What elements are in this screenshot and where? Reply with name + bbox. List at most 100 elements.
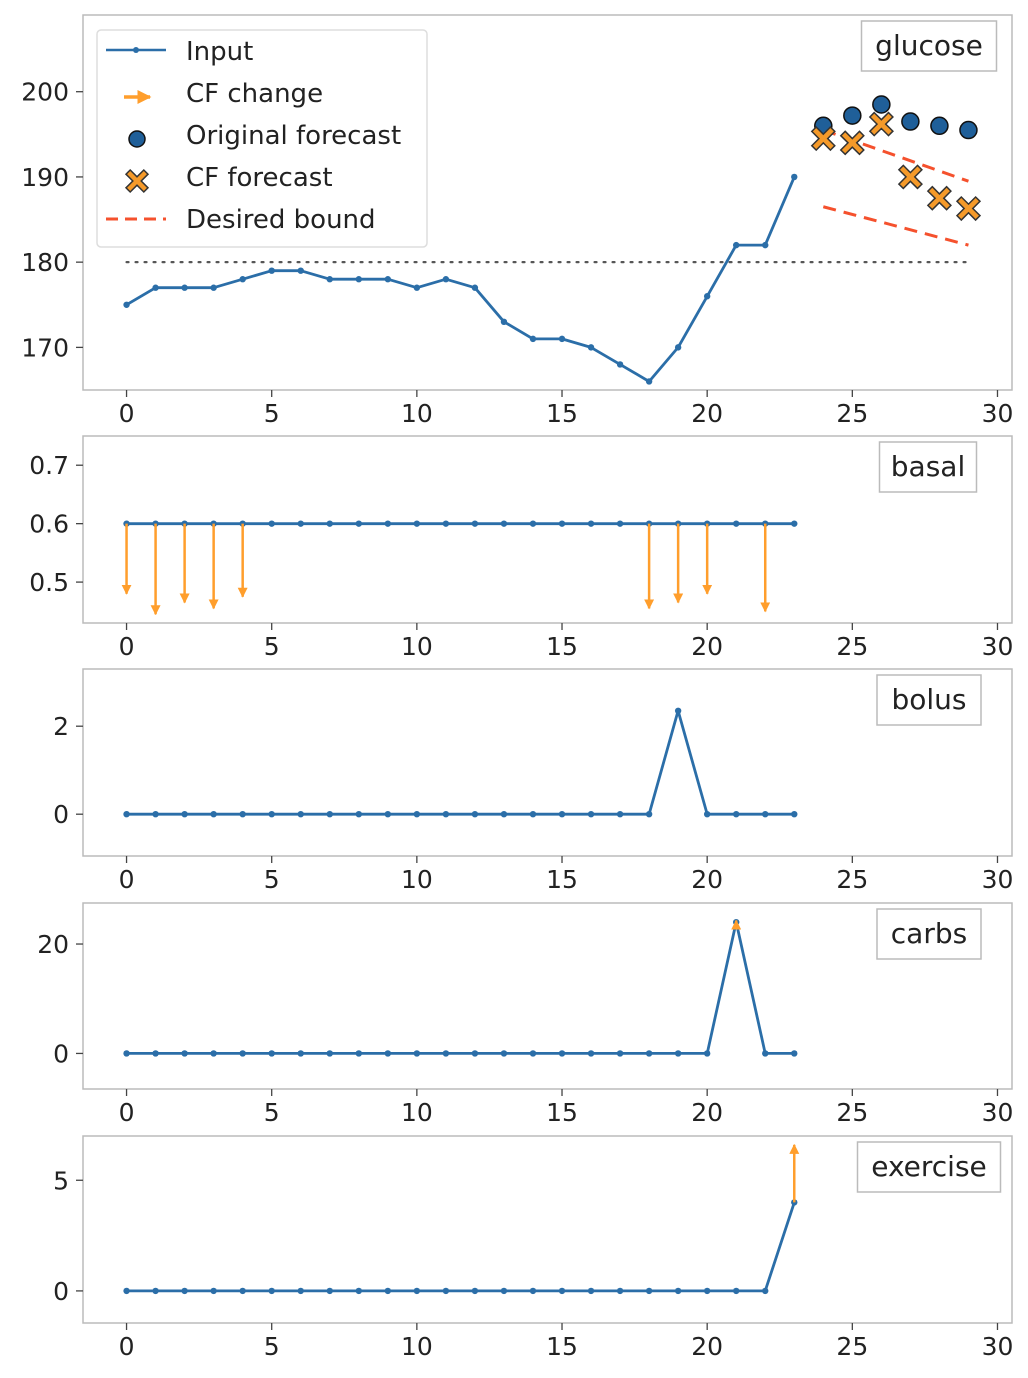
input-point xyxy=(791,173,798,181)
cf-forecast-point xyxy=(955,195,982,222)
panel-name-box xyxy=(876,674,982,726)
x-tick-label: 25 xyxy=(836,632,868,661)
input-point xyxy=(587,1287,595,1295)
x-tick-label: 30 xyxy=(982,632,1014,661)
panel-bolus: 0 5 10 15 20 25 30 0 2 bolus xyxy=(53,668,1014,894)
legend-entry-cf-change: CF change xyxy=(124,79,323,109)
input-point xyxy=(384,276,392,283)
x-tick-label: 5 xyxy=(264,865,280,894)
input-point xyxy=(733,241,740,249)
input-point xyxy=(297,811,304,818)
x-tick-label: 20 xyxy=(691,632,723,661)
cf-forecast-point xyxy=(868,111,894,137)
input-point xyxy=(471,811,479,818)
input-point xyxy=(703,1050,711,1057)
x-tick-label: 20 xyxy=(691,1332,723,1361)
input-point xyxy=(558,1050,566,1057)
original-forecast-point xyxy=(843,106,862,125)
x-tick-label: 30 xyxy=(982,865,1014,894)
input-point xyxy=(529,1050,537,1057)
input-point xyxy=(210,811,217,818)
input-point xyxy=(326,811,333,818)
input-point xyxy=(355,1287,362,1295)
input-point xyxy=(355,520,362,527)
input-point xyxy=(674,1287,682,1295)
input-point xyxy=(355,1050,362,1057)
input-point xyxy=(500,318,508,326)
input-point xyxy=(442,520,450,527)
x-tick-label: 20 xyxy=(691,1098,723,1127)
input-point xyxy=(733,811,740,818)
panel-frame xyxy=(82,902,1013,1090)
input-point xyxy=(762,1287,769,1295)
input-point xyxy=(762,811,769,818)
input-point xyxy=(500,1050,508,1057)
x-tick-label: 10 xyxy=(401,1098,433,1127)
input-point xyxy=(703,811,711,818)
input-point xyxy=(500,811,508,818)
input-point xyxy=(123,1287,130,1295)
input-point xyxy=(558,811,566,818)
input-point xyxy=(326,276,333,283)
input-point xyxy=(384,1050,392,1057)
panel-glucose: 0 5 10 15 20 25 30 170 180 190 200 glucose xyxy=(21,14,1013,428)
input-point xyxy=(239,1050,246,1057)
legend-original-forecast-label: Original forecast xyxy=(186,121,401,151)
y-tick-label: 20 xyxy=(37,930,69,959)
x-tick-label: 20 xyxy=(691,865,723,894)
x-tick-label: 25 xyxy=(836,399,868,428)
legend-frame xyxy=(96,29,428,248)
x-tick-label: 25 xyxy=(836,865,868,894)
input-point xyxy=(268,267,275,274)
input-point xyxy=(297,1050,304,1057)
input-point xyxy=(529,520,537,527)
x-tick-label: 15 xyxy=(546,865,578,894)
legend-entry-cf-forecast: CF forecast xyxy=(124,163,333,194)
panel-name-label: exercise xyxy=(871,1150,987,1183)
y-tick-label: 5 xyxy=(53,1166,69,1195)
input-point xyxy=(268,1287,275,1295)
original-forecast-point xyxy=(901,112,920,131)
input-point xyxy=(645,378,653,385)
input-point xyxy=(442,811,450,818)
y-tick-label: 2 xyxy=(53,712,69,741)
panel-frame xyxy=(82,14,1013,391)
input-point xyxy=(791,1199,798,1206)
input-point xyxy=(413,811,421,818)
input-point xyxy=(239,276,246,283)
input-point xyxy=(733,1287,740,1295)
input-point xyxy=(791,520,798,527)
input-point xyxy=(210,284,217,291)
desired-bound-lower xyxy=(822,205,969,247)
x-tick-label: 10 xyxy=(401,632,433,661)
input-series-line xyxy=(126,709,795,816)
x-tick-label: 15 xyxy=(546,632,578,661)
input-series-line xyxy=(126,920,795,1055)
panel-name-box xyxy=(860,20,998,72)
x-tick-label: 0 xyxy=(119,632,135,661)
panel-basal: 0 5 10 15 20 25 30 0.5 0.6 0.7 basal xyxy=(29,435,1014,661)
panel-exercise: 0 5 10 15 20 25 30 0 5 exercise xyxy=(53,1135,1013,1361)
input-point xyxy=(355,276,362,283)
input-point xyxy=(413,1050,421,1057)
original-forecast-point xyxy=(959,120,978,140)
input-point xyxy=(413,284,421,291)
x-tick-label: 5 xyxy=(264,399,280,428)
panel-name-box xyxy=(878,441,978,493)
input-point xyxy=(587,520,595,527)
x-tick-label: 0 xyxy=(119,1332,135,1361)
input-point xyxy=(558,520,566,527)
input-point xyxy=(587,811,595,818)
x-tick-label: 5 xyxy=(264,1098,280,1127)
y-tick-label: 0.5 xyxy=(29,568,69,597)
input-point xyxy=(210,1050,217,1057)
input-point xyxy=(442,276,450,283)
y-tick-label: 200 xyxy=(21,78,69,107)
input-point xyxy=(529,335,537,343)
input-series-line xyxy=(125,176,796,383)
input-point xyxy=(471,1287,479,1295)
input-point xyxy=(239,811,246,818)
input-point xyxy=(762,1050,769,1057)
panel-name-box xyxy=(856,1141,1002,1193)
